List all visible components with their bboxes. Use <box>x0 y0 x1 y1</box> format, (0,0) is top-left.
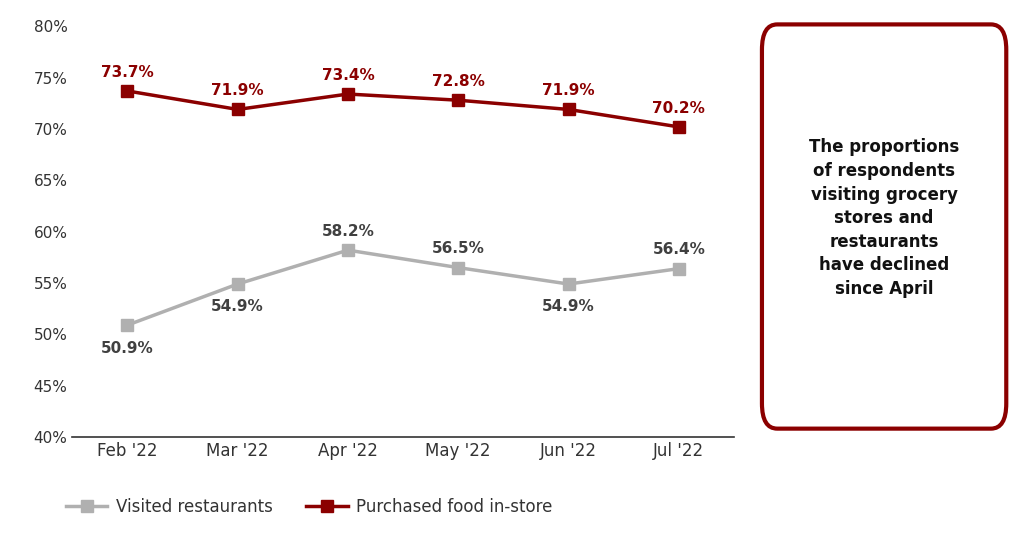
FancyBboxPatch shape <box>762 25 1006 429</box>
Text: 73.7%: 73.7% <box>101 64 154 79</box>
Text: 56.5%: 56.5% <box>431 241 485 256</box>
Text: 58.2%: 58.2% <box>322 224 375 239</box>
Text: 71.9%: 71.9% <box>212 83 264 98</box>
Text: 73.4%: 73.4% <box>322 68 375 83</box>
Text: The proportions
of respondents
visiting grocery
stores and
restaurants
have decl: The proportions of respondents visiting … <box>809 138 959 298</box>
Text: 72.8%: 72.8% <box>431 74 485 89</box>
Text: 70.2%: 70.2% <box>652 101 705 116</box>
Text: 50.9%: 50.9% <box>101 341 154 356</box>
Text: 54.9%: 54.9% <box>212 300 264 314</box>
Text: 54.9%: 54.9% <box>542 300 594 314</box>
Text: 71.9%: 71.9% <box>542 83 594 98</box>
Text: 56.4%: 56.4% <box>652 243 705 257</box>
Legend: Visited restaurants, Purchased food in-store: Visited restaurants, Purchased food in-s… <box>59 492 559 523</box>
